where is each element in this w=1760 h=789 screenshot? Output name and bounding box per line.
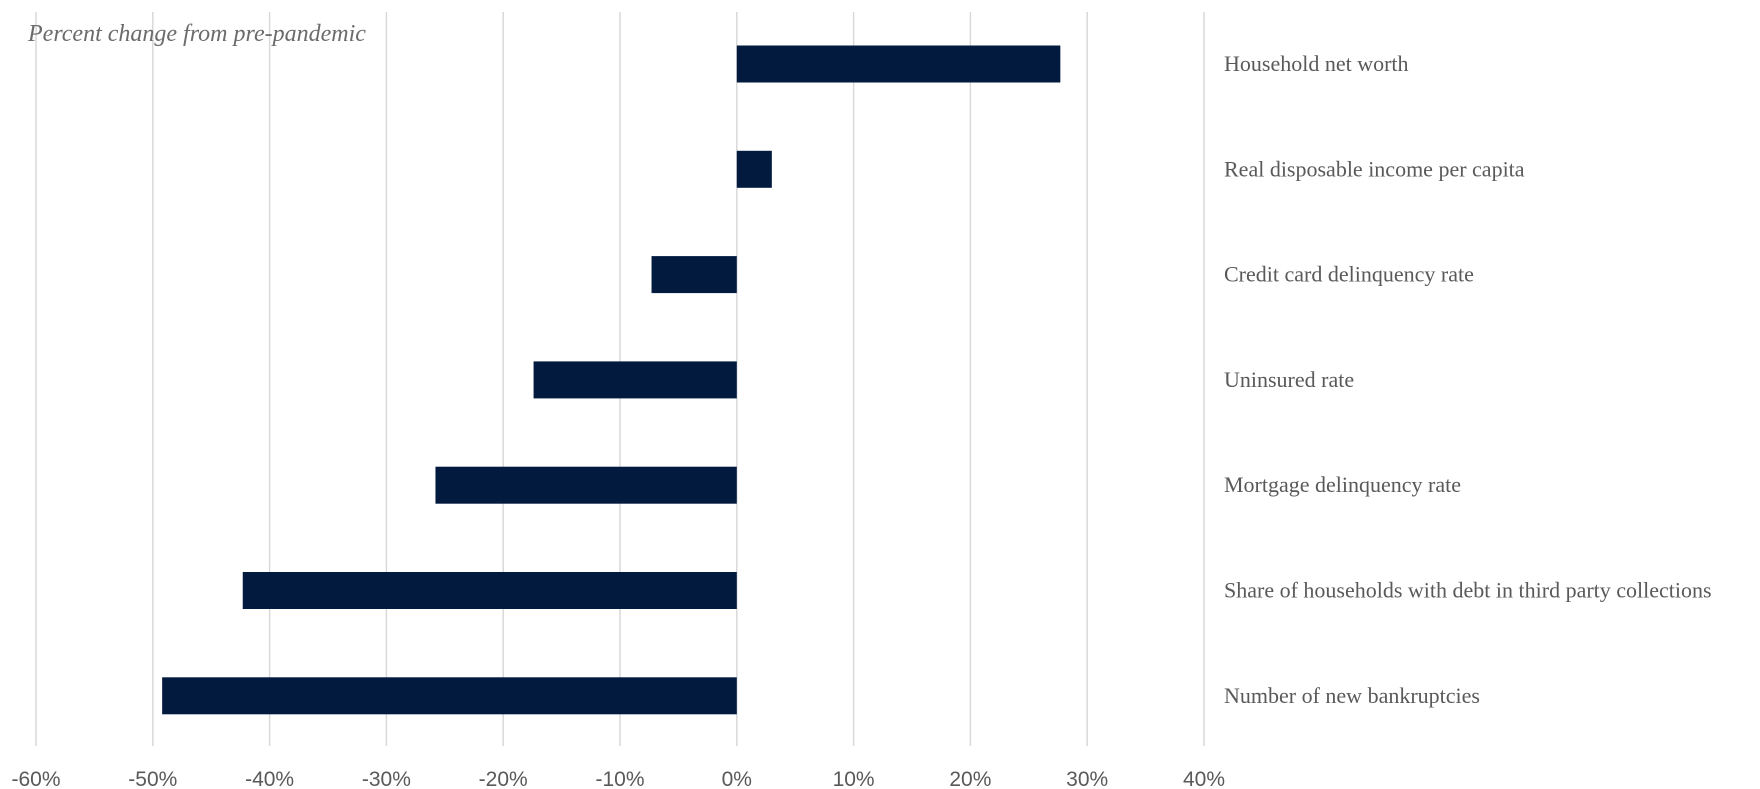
x-tick-label: -20%	[479, 768, 528, 789]
category-label: Uninsured rate	[1224, 367, 1354, 392]
x-tick-label: -60%	[11, 768, 60, 789]
x-tick-label: -10%	[595, 768, 644, 789]
x-tick-label: -30%	[362, 768, 411, 789]
x-tick-label: -40%	[245, 768, 294, 789]
x-tick-label: 0%	[722, 768, 752, 789]
bar	[736, 45, 1061, 83]
category-label: Real disposable income per capita	[1224, 156, 1525, 181]
bars	[162, 45, 1061, 715]
x-tick-label: 40%	[1183, 768, 1225, 789]
category-label: Credit card delinquency rate	[1224, 262, 1474, 287]
bar	[533, 361, 737, 399]
x-tick-label: -50%	[128, 768, 177, 789]
bar	[242, 572, 737, 609]
x-tick-label: 30%	[1066, 768, 1108, 789]
x-tick-label: 10%	[833, 768, 875, 789]
category-label: Household net worth	[1224, 51, 1409, 76]
bar	[736, 150, 772, 188]
category-label: Mortgage delinquency rate	[1224, 472, 1461, 497]
bar	[651, 256, 737, 294]
bar	[435, 466, 737, 504]
category-label: Share of households with debt in third p…	[1224, 578, 1712, 603]
category-label: Number of new bankruptcies	[1224, 683, 1480, 708]
chart-subtitle: Percent change from pre-pandemic	[27, 21, 366, 47]
x-tick-label: 20%	[949, 768, 991, 789]
x-axis-tick-labels: -60% -50% -40% -30% -20% -10% 0% 10% 20% 30% 40%	[11, 768, 1225, 789]
category-labels: Household net worth Real disposable incom…	[1224, 51, 1712, 708]
bar	[162, 677, 737, 715]
